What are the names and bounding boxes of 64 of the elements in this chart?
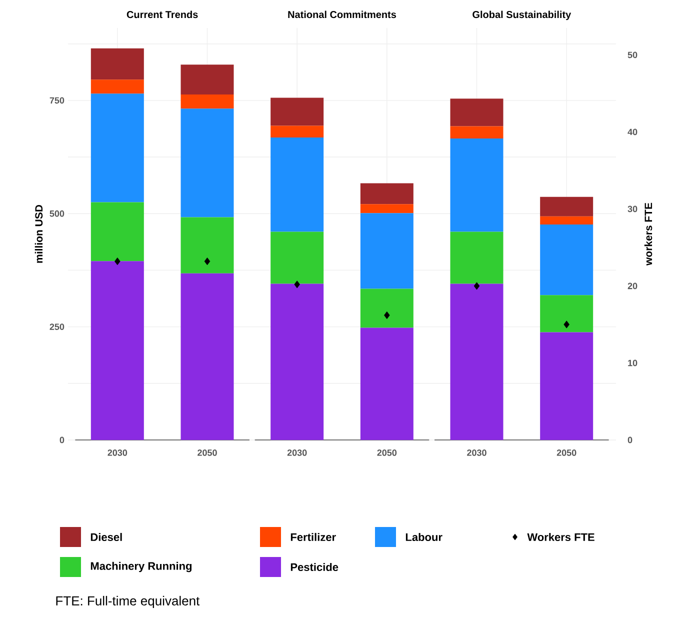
- x-tick-label: 2050: [198, 450, 217, 456]
- bar: [90, 261, 144, 440]
- y2-tick-label: 10: [628, 360, 638, 366]
- point: [564, 320, 570, 328]
- x-tick-label: 2050: [377, 450, 397, 456]
- bar: [270, 284, 324, 440]
- y-tick-label: 0: [60, 436, 64, 444]
- bar: [180, 108, 234, 218]
- bar: [270, 232, 324, 284]
- bar: [450, 126, 504, 138]
- bar: [360, 204, 414, 214]
- point: [384, 311, 390, 320]
- y2-tick-label: 40: [628, 128, 638, 136]
- x-tick-label: 2030: [108, 450, 128, 456]
- bar: [360, 183, 414, 204]
- y2-tick-label: 0: [628, 436, 632, 444]
- text: National Commitments: [288, 10, 396, 18]
- y2-tick-label: 20: [628, 282, 638, 290]
- x-tick-label: 2050: [556, 450, 576, 456]
- legend-label: Workers FTE: [527, 532, 594, 542]
- y-tick-label: 500: [50, 210, 64, 217]
- legend-label: Fertilizer: [290, 532, 336, 542]
- bar: [540, 332, 594, 440]
- x-tick-label: 2030: [287, 450, 307, 456]
- bar: [360, 213, 414, 289]
- bar: [180, 64, 234, 95]
- bar: [90, 80, 144, 94]
- legend-label: Pesticide: [290, 562, 338, 572]
- bar: [180, 94, 234, 109]
- bar: [540, 295, 594, 332]
- bar: [360, 288, 414, 328]
- bar: [540, 224, 594, 296]
- bar: [540, 196, 594, 216]
- bar: [270, 98, 324, 126]
- bar: [90, 94, 144, 202]
- bar: [180, 217, 234, 274]
- text: Current Trends: [126, 10, 198, 18]
- text: Global Sustainability: [472, 10, 572, 20]
- y-tick-label: 750: [50, 97, 64, 104]
- text: FTE: Full-time equivalent: [56, 596, 200, 608]
- bar: [180, 273, 234, 440]
- bar: [270, 126, 324, 138]
- y2-tick-label: 30: [628, 206, 638, 212]
- y-tick-label: 250: [50, 324, 64, 330]
- legend-label: Labour: [406, 532, 442, 542]
- bar: [450, 284, 504, 440]
- bar: [90, 48, 144, 80]
- y2-axis-title: workers FTE: [644, 202, 652, 266]
- bar: [450, 138, 504, 232]
- x-tick-label: 2030: [467, 450, 486, 456]
- point: [114, 258, 120, 266]
- bar: [90, 202, 144, 262]
- y-axis-title: million USD: [34, 204, 43, 263]
- legend-label: Machinery Running: [90, 562, 192, 572]
- point: [204, 258, 210, 266]
- y2-tick-label: 50: [628, 52, 638, 58]
- point: [474, 282, 480, 290]
- bar: [540, 216, 594, 224]
- bar: [450, 98, 504, 126]
- legend-label: Diesel: [90, 532, 122, 542]
- point: [294, 280, 300, 288]
- bar: [450, 232, 504, 284]
- bar: [360, 328, 414, 440]
- bar: [270, 138, 324, 232]
